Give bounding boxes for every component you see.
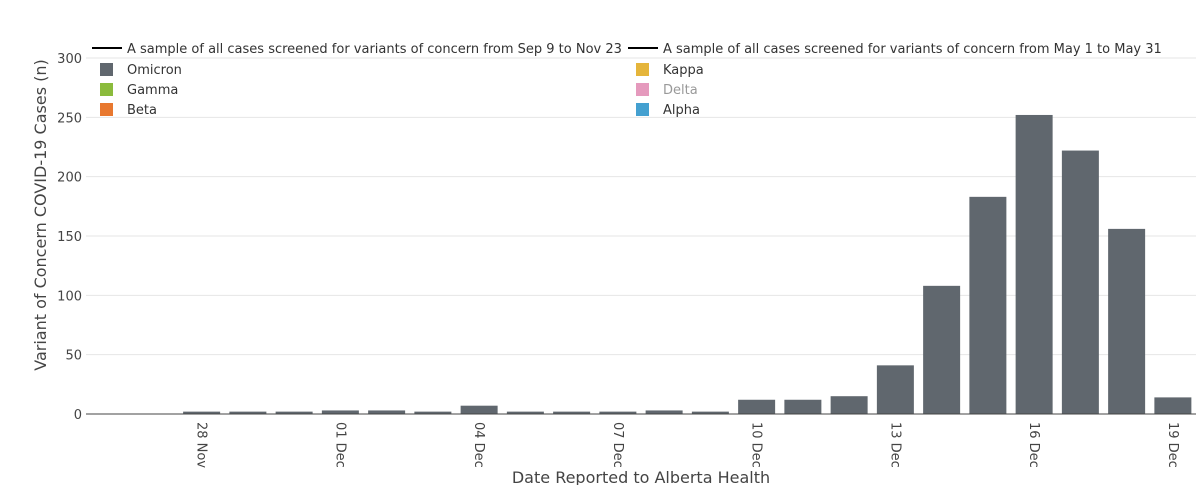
y-tick-label: 0 [74, 408, 82, 423]
x-tick-label: 10 Dec [749, 422, 764, 468]
y-tick-label: 250 [57, 111, 82, 126]
bar-omicron [229, 411, 267, 414]
bar-omicron [645, 410, 683, 414]
legend-item[interactable]: A sample of all cases screened for varia… [92, 42, 622, 57]
bar-omicron [784, 399, 822, 414]
bar-omicron [876, 365, 914, 414]
legend-item[interactable]: Gamma [100, 83, 178, 98]
legend-item[interactable]: Delta [636, 83, 698, 98]
legend-swatch [100, 63, 113, 76]
bar-omicron [1061, 150, 1099, 414]
bar-omicron [553, 411, 591, 414]
gridlines [86, 57, 1196, 356]
legend-label: Kappa [663, 63, 704, 78]
x-tick-label: 19 Dec [1165, 422, 1180, 468]
legend-swatch [100, 103, 113, 116]
x-axis-ticks: 28 Nov 01 Dec 04 Dec 07 Dec 10 Dec 13 Dec 16 D… [194, 422, 1180, 468]
legend-label: Delta [663, 83, 698, 98]
bar-omicron [969, 196, 1007, 414]
bars [183, 114, 1192, 415]
legend-label: A sample of all cases screened for varia… [127, 42, 622, 57]
bar-omicron [506, 411, 544, 414]
y-tick-label: 150 [57, 230, 82, 245]
bar-omicron [830, 396, 868, 414]
y-tick-label: 100 [57, 289, 82, 304]
y-tick-label: 300 [57, 52, 82, 67]
bar-omicron [923, 285, 961, 414]
legend-swatch [636, 63, 649, 76]
x-tick-label: 07 Dec [610, 422, 625, 468]
legend-item[interactable]: Kappa [636, 63, 704, 78]
y-axis-title: Variant of Concern COVID-19 Cases (n) [31, 59, 50, 371]
bar-omicron [738, 399, 776, 414]
y-tick-label: 200 [57, 171, 82, 186]
bar-omicron [1108, 228, 1146, 414]
legend-swatch [636, 83, 649, 96]
x-tick-label: 28 Nov [194, 422, 209, 468]
legend-item[interactable]: Alpha [636, 103, 700, 118]
legend-label: Beta [127, 103, 157, 118]
y-axis-ticks: 0 50 100 150 200 250 300 [57, 52, 82, 423]
bar-omicron [183, 411, 221, 414]
bar-omicron [1154, 397, 1192, 414]
bar-omicron [275, 411, 313, 414]
bar-omicron [368, 410, 406, 414]
bar-omicron [414, 411, 452, 414]
x-tick-label: 01 Dec [332, 422, 347, 468]
legend-item[interactable]: Beta [100, 103, 157, 118]
bar-omicron [691, 411, 729, 414]
x-tick-label: 13 Dec [887, 422, 902, 468]
legend: A sample of all cases screened for varia… [92, 42, 1162, 118]
x-axis-title: Date Reported to Alberta Health [512, 468, 770, 485]
legend-label: A sample of all cases screened for varia… [663, 42, 1162, 57]
legend-item[interactable]: A sample of all cases screened for varia… [628, 42, 1162, 57]
bar-omicron [599, 411, 637, 414]
legend-label: Gamma [127, 83, 178, 98]
legend-item[interactable]: Omicron [100, 63, 182, 78]
legend-label: Alpha [663, 103, 700, 118]
bar-omicron [321, 410, 359, 414]
legend-label: Omicron [127, 63, 182, 78]
x-tick-label: 04 Dec [471, 422, 486, 468]
legend-swatch [100, 83, 113, 96]
legend-swatch [636, 103, 649, 116]
bar-omicron [460, 405, 498, 414]
x-tick-label: 16 Dec [1026, 422, 1041, 468]
y-tick-label: 50 [65, 349, 82, 364]
bar-omicron [1015, 114, 1053, 415]
